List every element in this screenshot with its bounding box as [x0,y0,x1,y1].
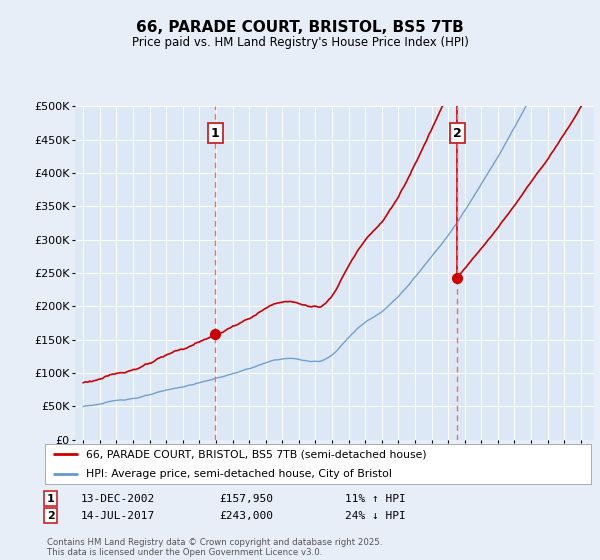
Text: 24% ↓ HPI: 24% ↓ HPI [345,511,406,521]
Text: £243,000: £243,000 [219,511,273,521]
Text: 1: 1 [211,127,220,139]
Text: 2: 2 [47,511,55,521]
Text: 2: 2 [452,127,461,139]
Text: 13-DEC-2002: 13-DEC-2002 [81,494,155,504]
Text: HPI: Average price, semi-detached house, City of Bristol: HPI: Average price, semi-detached house,… [86,469,392,479]
Text: Price paid vs. HM Land Registry's House Price Index (HPI): Price paid vs. HM Land Registry's House … [131,36,469,49]
Text: 66, PARADE COURT, BRISTOL, BS5 7TB (semi-detached house): 66, PARADE COURT, BRISTOL, BS5 7TB (semi… [86,449,427,459]
Text: Contains HM Land Registry data © Crown copyright and database right 2025.
This d: Contains HM Land Registry data © Crown c… [47,538,382,557]
Text: 1: 1 [47,494,55,504]
Text: 14-JUL-2017: 14-JUL-2017 [81,511,155,521]
Text: £157,950: £157,950 [219,494,273,504]
Text: 66, PARADE COURT, BRISTOL, BS5 7TB: 66, PARADE COURT, BRISTOL, BS5 7TB [136,20,464,35]
Text: 11% ↑ HPI: 11% ↑ HPI [345,494,406,504]
